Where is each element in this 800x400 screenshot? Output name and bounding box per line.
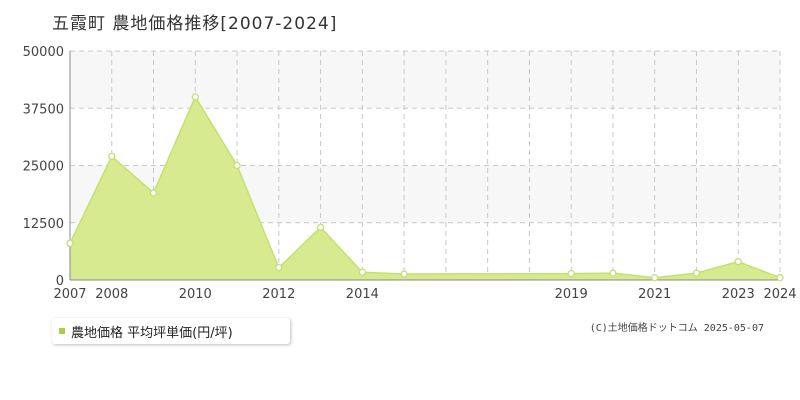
y-tick-label: 50000 [23,45,64,60]
legend: 農地価格 平均坪単価(円/坪) [52,318,290,344]
data-point [275,263,283,272]
x-tick-label: 2012 [262,287,295,302]
y-tick-label: 0 [56,274,64,289]
background-band [70,51,780,109]
data-point [567,269,575,278]
y-tick-labels: 0 12500 25000 37500 50000 [23,45,64,289]
x-tick-label: 2010 [179,287,212,302]
data-point [233,161,241,170]
y-tick-label: 37500 [23,102,64,117]
data-point [651,274,659,282]
legend-swatch [59,328,65,334]
y-tick-label: 25000 [23,160,64,175]
data-point [149,189,158,197]
data-points [66,93,784,282]
copyright-credit: (C)土地価格ドットコム 2025-05-07 [589,323,764,334]
x-tick-label: 2024 [763,287,796,302]
data-point [316,223,325,231]
legend-label: 農地価格 平均坪単価(円/坪) [71,325,233,341]
data-point [400,270,408,278]
x-tick-label: 2007 [53,287,86,302]
area-fill [70,96,780,280]
data-point [609,269,617,277]
y-tick-label: 12500 [23,217,64,232]
x-tick-label: 2021 [638,287,671,302]
x-tick-label: 2019 [555,287,588,302]
data-point [776,274,784,282]
x-tick-labels: 2007 2008 2010 2012 2014 2019 2021 2023 2024 [53,287,796,302]
chart-title: 五霞町 農地価格推移[2007-2024] [52,14,338,34]
data-point [108,152,116,160]
data-point [734,258,742,266]
data-point [692,269,701,277]
x-tick-label: 2008 [95,287,128,302]
data-point [358,268,367,276]
data-point [191,93,199,101]
x-tick-label: 2023 [722,287,755,302]
data-point [66,239,74,248]
x-tick-label: 2014 [346,287,379,302]
